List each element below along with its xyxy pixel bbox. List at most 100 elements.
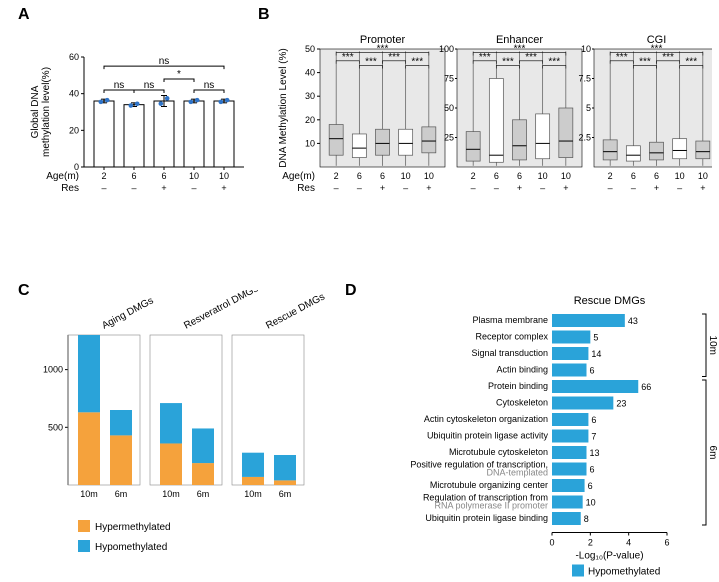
svg-text:5: 5: [586, 103, 591, 113]
svg-text:Res: Res: [61, 183, 79, 194]
svg-text:ns: ns: [114, 80, 125, 91]
svg-text:Hypomethylated: Hypomethylated: [588, 567, 660, 578]
panel-c-chart: 5001000Aging DMGs10m6mResveratrol DMGs10…: [18, 290, 338, 580]
svg-text:4: 4: [626, 538, 631, 548]
svg-text:10: 10: [586, 498, 596, 508]
svg-text:Receptor complex: Receptor complex: [475, 332, 548, 342]
svg-text:+: +: [426, 183, 431, 193]
svg-text:–: –: [191, 183, 196, 193]
svg-text:6: 6: [664, 538, 669, 548]
svg-text:Hypermethylated: Hypermethylated: [95, 522, 171, 533]
svg-text:0: 0: [549, 538, 554, 548]
svg-text:*: *: [177, 69, 181, 80]
svg-text:–: –: [471, 183, 476, 193]
svg-text:6: 6: [631, 171, 636, 181]
svg-text:–: –: [357, 183, 362, 193]
svg-text:Microtubule organizing center: Microtubule organizing center: [430, 480, 548, 490]
svg-text:10: 10: [401, 171, 411, 181]
svg-text:Global DNAmethylation level(%): Global DNAmethylation level(%): [30, 67, 52, 157]
svg-text:6m: 6m: [707, 446, 717, 460]
svg-text:***: ***: [342, 52, 354, 63]
svg-text:6: 6: [590, 465, 595, 475]
svg-text:2: 2: [101, 171, 106, 181]
svg-text:+: +: [654, 183, 659, 193]
svg-text:Microtubule cytoskeleton: Microtubule cytoskeleton: [449, 447, 548, 457]
svg-text:DNA Methylation Level (%): DNA Methylation Level (%): [278, 48, 289, 168]
svg-text:–: –: [334, 183, 339, 193]
svg-text:25: 25: [444, 133, 454, 143]
svg-text:6: 6: [588, 481, 593, 491]
svg-text:6: 6: [357, 171, 362, 181]
svg-text:10: 10: [424, 171, 434, 181]
svg-text:14: 14: [591, 349, 601, 359]
svg-text:2: 2: [471, 171, 476, 181]
panel-d-chart: Rescue DMGs Plasma membrane 43 Receptor com…: [352, 290, 717, 580]
svg-text:Resveratrol DMGs: Resveratrol DMGs: [182, 290, 260, 332]
svg-text:ns: ns: [144, 80, 155, 91]
svg-text:10m: 10m: [244, 489, 262, 499]
svg-text:60: 60: [69, 52, 79, 62]
svg-text:10: 10: [675, 171, 685, 181]
svg-text:Protein binding: Protein binding: [488, 381, 548, 391]
svg-text:Aging DMGs: Aging DMGs: [100, 295, 155, 331]
svg-text:Rescue DMGs: Rescue DMGs: [264, 291, 327, 331]
svg-text:+: +: [517, 183, 522, 193]
svg-text:6: 6: [380, 171, 385, 181]
svg-text:–: –: [101, 183, 106, 193]
svg-text:10: 10: [305, 138, 315, 148]
svg-text:6m: 6m: [115, 489, 128, 499]
svg-text:***: ***: [616, 52, 628, 63]
svg-text:7.5: 7.5: [578, 74, 591, 84]
svg-text:Actin binding: Actin binding: [496, 365, 548, 375]
svg-text:6: 6: [590, 366, 595, 376]
svg-text:***: ***: [639, 57, 651, 68]
svg-text:10: 10: [538, 171, 548, 181]
svg-text:50: 50: [305, 44, 315, 54]
svg-text:40: 40: [69, 89, 79, 99]
svg-text:***: ***: [502, 57, 514, 68]
svg-text:***: ***: [662, 52, 674, 63]
svg-text:+: +: [221, 183, 226, 193]
svg-text:–: –: [608, 183, 613, 193]
svg-text:50: 50: [444, 103, 454, 113]
svg-text:RNA polymerase II promoter: RNA polymerase II promoter: [434, 501, 548, 511]
svg-text:6m: 6m: [279, 489, 292, 499]
svg-text:***: ***: [525, 52, 537, 63]
svg-text:20: 20: [305, 115, 315, 125]
svg-text:20: 20: [69, 125, 79, 135]
svg-text:+: +: [380, 183, 385, 193]
svg-text:10m: 10m: [707, 336, 717, 355]
svg-text:10: 10: [561, 171, 571, 181]
svg-text:10m: 10m: [80, 489, 98, 499]
svg-text:6: 6: [161, 171, 166, 181]
svg-text:***: ***: [685, 57, 697, 68]
svg-text:Ubiquitin protein ligase activ: Ubiquitin protein ligase activity: [427, 431, 549, 441]
svg-text:66: 66: [641, 382, 651, 392]
svg-text:Plasma membrane: Plasma membrane: [472, 315, 548, 325]
svg-text:5: 5: [593, 333, 598, 343]
svg-text:***: ***: [377, 44, 389, 55]
svg-text:6: 6: [517, 171, 522, 181]
svg-text:1000: 1000: [43, 365, 63, 375]
svg-text:Res: Res: [297, 183, 315, 194]
svg-text:***: ***: [548, 57, 560, 68]
svg-text:2: 2: [608, 171, 613, 181]
svg-text:2: 2: [588, 538, 593, 548]
svg-text:Rescue DMGs: Rescue DMGs: [574, 295, 646, 307]
svg-text:–: –: [677, 183, 682, 193]
svg-text:–: –: [494, 183, 499, 193]
svg-text:6m: 6m: [197, 489, 210, 499]
svg-text:2.5: 2.5: [578, 133, 591, 143]
svg-text:10m: 10m: [162, 489, 180, 499]
svg-text:43: 43: [628, 316, 638, 326]
svg-text:–: –: [403, 183, 408, 193]
svg-text:8: 8: [584, 514, 589, 524]
svg-text:Age(m): Age(m): [282, 171, 315, 182]
svg-text:Age(m): Age(m): [46, 171, 79, 182]
svg-text:6: 6: [654, 171, 659, 181]
svg-text:6: 6: [494, 171, 499, 181]
svg-text:–: –: [540, 183, 545, 193]
svg-text:+: +: [563, 183, 568, 193]
svg-text:10: 10: [581, 44, 591, 54]
svg-text:6: 6: [131, 171, 136, 181]
